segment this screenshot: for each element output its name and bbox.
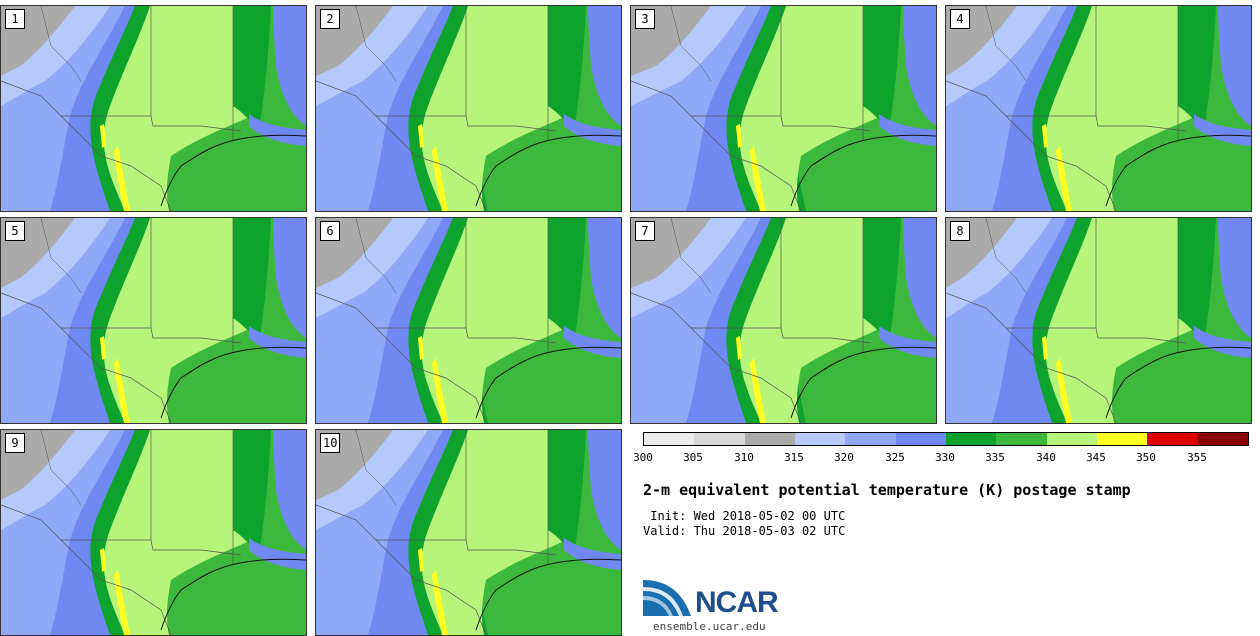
theta-e-field-map xyxy=(1,430,306,635)
ensemble-member-map-5: 5 xyxy=(0,217,307,424)
colorbar-segment xyxy=(1046,433,1097,445)
colorbar-tick: 300 xyxy=(633,451,653,464)
colorbar-segment xyxy=(1197,433,1248,445)
ensemble-member-map-10: 10 xyxy=(315,429,622,636)
member-label: 5 xyxy=(5,221,25,241)
ensemble-member-map-3: 3 xyxy=(630,5,937,212)
theta-e-field-map xyxy=(631,218,936,423)
member-label: 8 xyxy=(950,221,970,241)
theta-e-field-map xyxy=(316,6,621,211)
member-label: 4 xyxy=(950,9,970,29)
init-time: Init: Wed 2018-05-02 00 UTC xyxy=(643,509,846,523)
colorbar-tick: 350 xyxy=(1136,451,1156,464)
ensemble-member-map-9: 9 xyxy=(0,429,307,636)
member-label: 2 xyxy=(320,9,340,29)
colorbar-segment xyxy=(945,433,997,445)
plot-title: 2-m equivalent potential temperature (K)… xyxy=(643,481,1131,499)
ensemble-member-map-7: 7 xyxy=(630,217,937,424)
colorbar-tick: 325 xyxy=(885,451,905,464)
colorbar-tick: 310 xyxy=(734,451,754,464)
theta-e-field-map xyxy=(316,430,621,635)
colorbar-segment xyxy=(694,433,745,445)
colorbar-tick: 315 xyxy=(784,451,804,464)
colorbar-segment xyxy=(845,433,896,445)
colorbar-segment xyxy=(1096,433,1148,445)
valid-time: Valid: Thu 2018-05-03 02 UTC xyxy=(643,524,846,538)
theta-e-field-map xyxy=(946,6,1251,211)
member-label: 7 xyxy=(635,221,655,241)
member-label: 9 xyxy=(5,433,25,453)
theta-e-field-map xyxy=(316,218,621,423)
ncar-logo-icon xyxy=(643,580,691,616)
theta-e-field-map xyxy=(1,6,306,211)
theta-e-field-map xyxy=(1,218,306,423)
member-label: 10 xyxy=(320,433,341,453)
colorbar-segment xyxy=(895,433,946,445)
colorbar-tick: 330 xyxy=(935,451,955,464)
ncar-logo-text: NCAR xyxy=(695,586,779,619)
member-label: 6 xyxy=(320,221,340,241)
colorbar-tick: 335 xyxy=(985,451,1005,464)
ensemble-member-map-6: 6 xyxy=(315,217,622,424)
colorbar xyxy=(643,432,1249,446)
colorbar-tick: 340 xyxy=(1036,451,1056,464)
colorbar-tick: 355 xyxy=(1187,451,1207,464)
colorbar-segment xyxy=(996,433,1047,445)
colorbar-tick: 305 xyxy=(683,451,703,464)
logo-url: ensemble.ucar.edu xyxy=(653,620,766,633)
colorbar-segment xyxy=(644,433,695,445)
colorbar-segment xyxy=(794,433,846,445)
ensemble-member-map-8: 8 xyxy=(945,217,1252,424)
colorbar-segment xyxy=(1147,433,1198,445)
colorbar-tick: 320 xyxy=(834,451,854,464)
theta-e-field-map xyxy=(631,6,936,211)
ensemble-member-map-2: 2 xyxy=(315,5,622,212)
colorbar-tick: 345 xyxy=(1086,451,1106,464)
member-label: 1 xyxy=(5,9,25,29)
member-label: 3 xyxy=(635,9,655,29)
theta-e-field-map xyxy=(946,218,1251,423)
colorbar-segment xyxy=(744,433,795,445)
ensemble-member-map-1: 1 xyxy=(0,5,307,212)
ensemble-member-map-4: 4 xyxy=(945,5,1252,212)
